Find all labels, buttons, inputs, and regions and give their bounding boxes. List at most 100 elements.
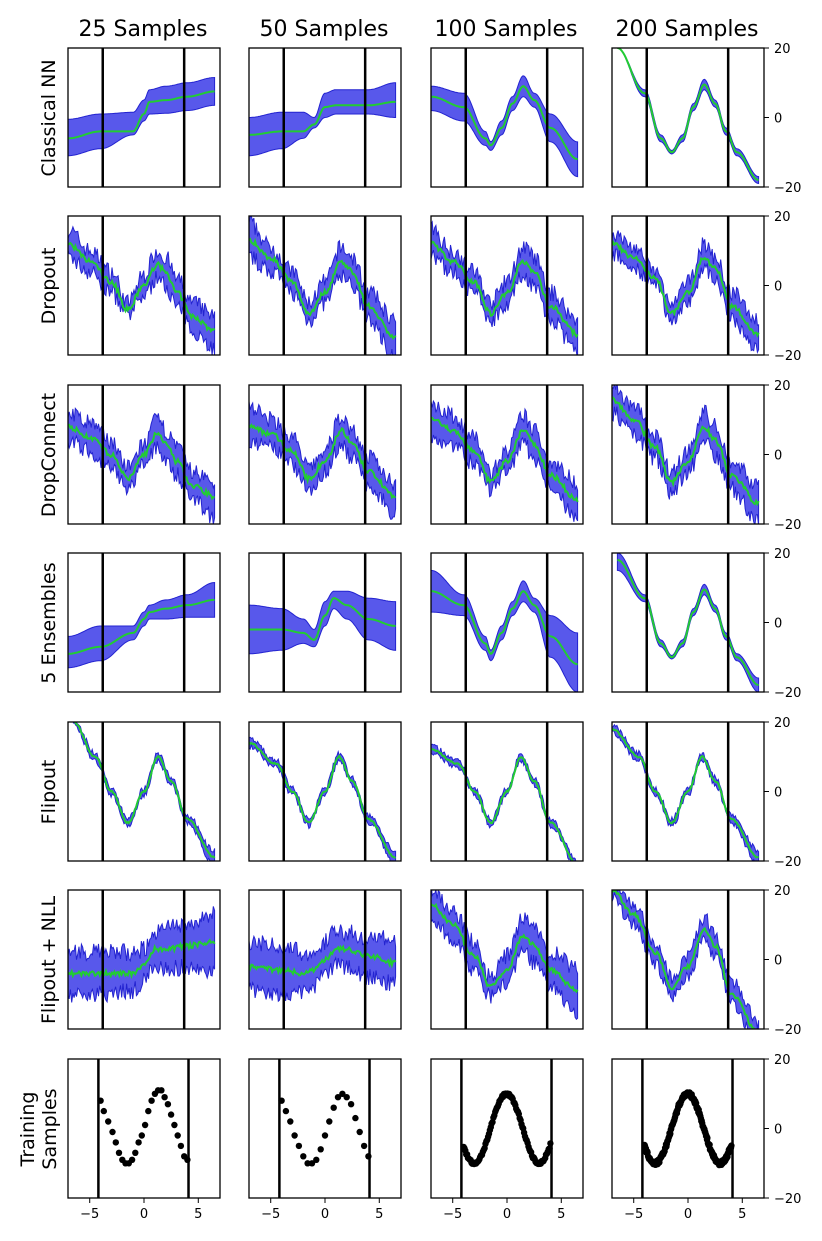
panel-6-3 [641, 1059, 735, 1198]
uncertainty-band [617, 48, 760, 185]
training-point [135, 1139, 142, 1146]
panel-frame [430, 47, 584, 188]
uncertainty-band [431, 743, 577, 861]
panel-frame [67, 889, 221, 1030]
panel-0-3 [617, 48, 760, 187]
training-point [112, 1139, 120, 1146]
panel-frame [248, 215, 402, 356]
panel-frame [430, 215, 584, 356]
y-tick-label: 0 [774, 449, 782, 464]
panel-frame [248, 1058, 402, 1199]
uncertainty-band [68, 581, 216, 669]
panel-frame [248, 889, 402, 1030]
training-point [109, 1128, 116, 1136]
training-point [287, 1118, 294, 1125]
uncertainty-band [612, 385, 760, 524]
y-tick-label: −20 [774, 181, 801, 196]
uncertainty-band [249, 924, 397, 1003]
training-point [282, 1107, 290, 1115]
training-point [138, 1132, 145, 1139]
mean-line [68, 938, 216, 980]
mean-line [612, 890, 756, 1029]
training-point [352, 1114, 359, 1122]
panel-3-2 [431, 553, 579, 692]
row-label-samples: Samples [39, 1088, 61, 1169]
panel-frame [430, 889, 584, 1030]
panel-frame [430, 384, 584, 525]
x-tick-label: −5 [261, 1207, 280, 1222]
panel-0-2 [431, 48, 579, 187]
training-point [317, 1146, 324, 1153]
panel-frame [248, 384, 402, 525]
uncertainty-band [68, 407, 216, 524]
x-tick-label: 5 [194, 1207, 202, 1222]
training-point [158, 1087, 165, 1094]
panel-4-3 [612, 722, 760, 861]
panel-frame [67, 384, 221, 525]
uncertainty-band [249, 736, 397, 861]
panel-2-0 [68, 385, 216, 524]
mean-line [612, 240, 760, 338]
y-tick-label: 20 [774, 42, 791, 57]
training-point [321, 1132, 329, 1139]
y-tick-label: 0 [774, 786, 782, 801]
y-tick-label: 20 [774, 1053, 791, 1068]
panel-frame [611, 1058, 765, 1199]
y-tick-label: 20 [774, 210, 791, 225]
panel-5-1 [249, 890, 397, 1029]
training-point [164, 1101, 172, 1108]
uncertainty-band [612, 890, 760, 1029]
y-tick-label: −20 [774, 855, 801, 870]
training-point [174, 1132, 181, 1139]
y-tick-label: 20 [774, 547, 791, 562]
uncertainty-band [249, 401, 397, 520]
panel-frame [67, 47, 221, 188]
training-point [360, 1142, 368, 1150]
training-point [128, 1156, 136, 1164]
panel-frame [248, 721, 402, 862]
y-tick-label: −20 [774, 518, 801, 533]
mean-line [431, 590, 578, 666]
panel-frame [67, 1058, 221, 1199]
training-point [313, 1156, 320, 1164]
y-tick-label: 20 [774, 379, 791, 394]
panel-frame [67, 215, 221, 356]
panel-1-1 [249, 216, 397, 355]
y-tick-label: −20 [774, 1023, 801, 1038]
column-titles: 25 Samples 50 Samples 100 Samples 200 Sa… [79, 17, 759, 42]
column-title-200: 200 Samples [616, 17, 759, 42]
training-point [326, 1118, 333, 1125]
training-point [161, 1094, 168, 1101]
training-point [171, 1121, 178, 1129]
mean-line [612, 727, 759, 859]
panel-5-0 [68, 890, 216, 1029]
uncertainty-band [431, 890, 579, 1021]
training-point [706, 1141, 713, 1148]
training-point [300, 1153, 307, 1160]
training-point [304, 1160, 311, 1167]
panel-frame [430, 552, 584, 693]
mean-line [431, 902, 579, 994]
x-tick-label: −5 [624, 1207, 643, 1222]
training-point [115, 1149, 123, 1157]
training-point [105, 1118, 112, 1125]
x-tick-label: −5 [443, 1207, 462, 1222]
mean-line [68, 90, 215, 140]
mean-line [249, 100, 396, 136]
panel-6-1 [278, 1059, 372, 1198]
column-title-25: 25 Samples [79, 17, 208, 42]
training-point [291, 1132, 298, 1139]
training-point [339, 1090, 346, 1098]
panel-1-2 [431, 216, 579, 355]
panel-frame [248, 552, 402, 693]
mean-line [249, 597, 396, 641]
panel-0-1 [249, 48, 397, 187]
y-tick-label: 0 [774, 617, 782, 632]
panel-2-3 [612, 385, 760, 524]
training-point [167, 1111, 175, 1118]
mean-line [249, 423, 396, 500]
panel-1-0 [68, 216, 216, 355]
training-point [330, 1104, 337, 1111]
row-label-training: Training [17, 1092, 39, 1168]
x-tick-label: −5 [80, 1207, 99, 1222]
